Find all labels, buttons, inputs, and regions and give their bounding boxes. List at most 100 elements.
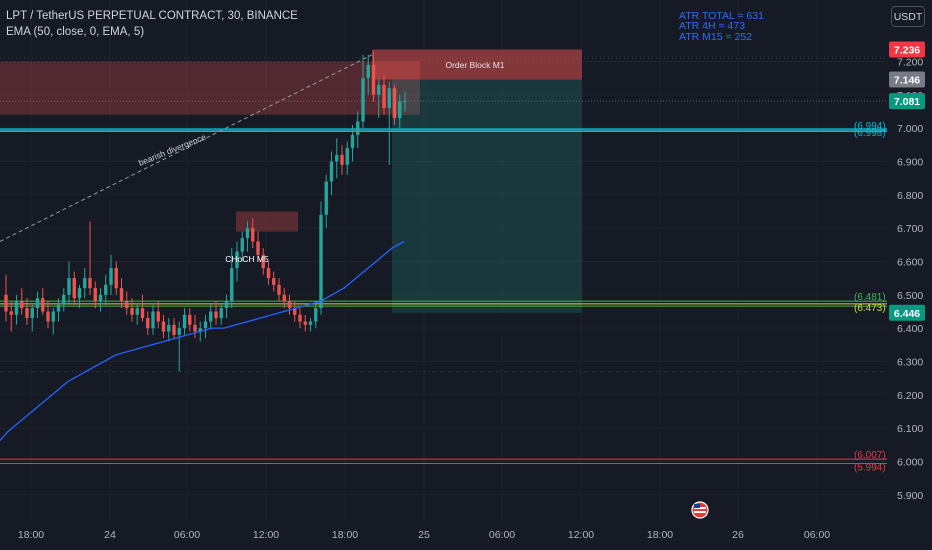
- y-tick-label: 6.900: [897, 156, 923, 168]
- candle: [245, 221, 250, 252]
- price-badge-label: 7.236: [894, 45, 920, 57]
- candle-body: [98, 294, 103, 302]
- candle: [156, 301, 160, 329]
- candle-body: [298, 314, 302, 322]
- candle-body: [356, 121, 360, 135]
- candle-body: [56, 304, 61, 312]
- candle: [387, 81, 391, 165]
- candle-body: [308, 321, 313, 325]
- candle-body: [167, 324, 171, 332]
- candle-body: [193, 324, 197, 332]
- price-badge[interactable]: 7.081: [889, 93, 925, 110]
- candle-body: [177, 328, 181, 335]
- candle-body: [125, 301, 129, 309]
- candle: [125, 291, 129, 315]
- candle: [114, 261, 118, 295]
- price-badge-bg: [889, 41, 925, 58]
- candle: [209, 304, 213, 329]
- candle-body: [161, 321, 166, 332]
- x-tick-label: 12:00: [568, 529, 594, 541]
- x-tick-label: 24: [104, 529, 116, 541]
- x-tick-label: 06:00: [489, 529, 515, 541]
- y-tick-label: 5.900: [897, 490, 923, 502]
- atr-4h: ATR 4H = 473: [679, 20, 746, 32]
- target-zone: [392, 79, 582, 313]
- us-flag-icon[interactable]: [691, 501, 709, 519]
- candle: [67, 261, 71, 305]
- price-badge-bg: [889, 93, 925, 110]
- candle-body: [88, 278, 92, 289]
- y-tick-label: 7.200: [897, 57, 923, 69]
- level-label: (6.998): [854, 128, 886, 139]
- candle: [392, 84, 397, 125]
- candle-body: [392, 88, 397, 119]
- candle: [314, 301, 318, 329]
- candle: [20, 288, 24, 315]
- currency-button[interactable]: USDT: [891, 6, 925, 27]
- candle: [377, 78, 381, 119]
- candle: [25, 298, 29, 325]
- candle: [272, 271, 276, 292]
- candle: [30, 304, 34, 332]
- candle-body: [182, 314, 187, 329]
- candle: [361, 54, 365, 129]
- candle: [104, 274, 108, 305]
- candle-body: [93, 288, 97, 302]
- candle-body: [151, 311, 155, 329]
- candle-body: [366, 64, 370, 79]
- candle: [135, 304, 139, 325]
- candle-body: [314, 308, 318, 322]
- candle-body: [329, 161, 334, 182]
- candle: [167, 318, 171, 342]
- price-badge-bg: [889, 71, 925, 88]
- candle: [193, 314, 197, 339]
- candle: [62, 288, 66, 312]
- candle-body: [345, 148, 349, 165]
- candle-body: [119, 288, 124, 302]
- x-tick-label: 06:00: [804, 529, 830, 541]
- candle: [130, 298, 134, 322]
- candle-body: [382, 84, 386, 109]
- candle-body: [350, 134, 355, 149]
- candle: [340, 144, 344, 175]
- candle: [240, 231, 244, 262]
- y-tick-label: 6.200: [897, 390, 923, 402]
- candle-body: [135, 308, 139, 315]
- divergence-line: [0, 54, 373, 242]
- candle: [214, 301, 218, 325]
- candle: [9, 301, 13, 332]
- candle: [329, 151, 334, 195]
- candle: [14, 294, 19, 325]
- price-badge[interactable]: 7.236: [889, 41, 925, 58]
- x-tick-label: 25: [418, 529, 430, 541]
- candle: [293, 301, 297, 322]
- candle-body: [72, 278, 76, 299]
- choch-zone: [236, 211, 298, 232]
- candle: [109, 254, 113, 295]
- candle: [172, 318, 176, 339]
- candle-body: [41, 298, 45, 312]
- ema-indicator-legend[interactable]: EMA (50, close, 0, EMA, 5): [6, 26, 145, 38]
- chart-title[interactable]: LPT / TetherUS PERPETUAL CONTRACT, 30, B…: [6, 10, 298, 22]
- candle: [251, 218, 255, 249]
- candle: [266, 261, 271, 285]
- candle-body: [25, 308, 29, 319]
- candle-body: [403, 101, 407, 103]
- candle-body: [230, 268, 234, 302]
- price-badge[interactable]: 7.146: [889, 71, 925, 88]
- candle-body: [188, 314, 192, 325]
- candle: [298, 308, 302, 329]
- order-block-label: Order Block M1: [445, 60, 504, 70]
- x-tick-label: 18:00: [18, 529, 44, 541]
- candle: [382, 74, 386, 115]
- y-tick-label: 6.700: [897, 223, 923, 235]
- candle-body: [209, 311, 213, 322]
- candle-body: [387, 88, 391, 109]
- candle: [93, 281, 97, 309]
- candle-body: [324, 181, 328, 215]
- x-tick-label: 26: [732, 529, 744, 541]
- price-badge[interactable]: 6.446: [889, 304, 925, 321]
- price-badge-label: 6.446: [894, 308, 920, 320]
- price-badge-label: 7.081: [894, 96, 920, 108]
